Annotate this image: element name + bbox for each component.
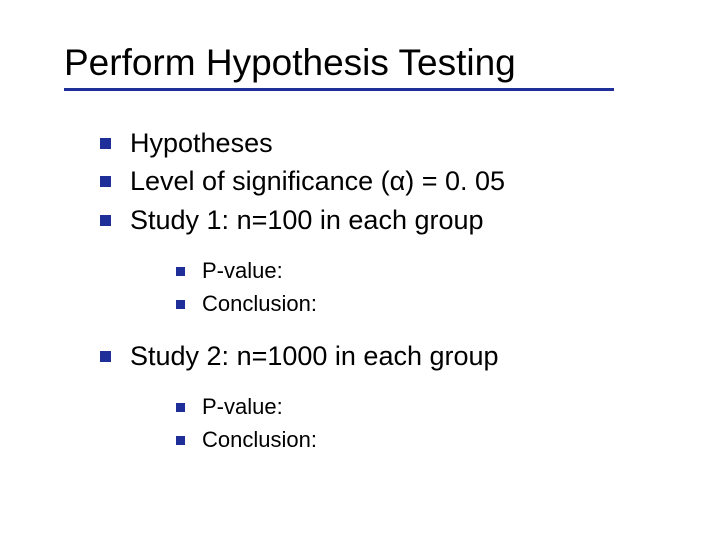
title-underline xyxy=(64,88,614,91)
list-item: P-value: xyxy=(176,256,670,287)
list-item: Study 1: n=100 in each group P-value: Co… xyxy=(100,202,670,320)
bullet-list-level2: P-value: Conclusion: xyxy=(130,392,670,456)
bullet-text: Study 2: n=1000 in each group xyxy=(130,341,499,371)
bullet-text: Level of significance (α) = 0. 05 xyxy=(130,166,505,196)
square-bullet-icon xyxy=(176,267,185,276)
bullet-text: P-value: xyxy=(202,258,283,283)
square-bullet-icon xyxy=(100,176,111,187)
list-item: Conclusion: xyxy=(176,289,670,320)
list-item: Hypotheses xyxy=(100,125,670,161)
square-bullet-icon xyxy=(100,215,111,226)
square-bullet-icon xyxy=(176,300,185,309)
bullet-list-level2: P-value: Conclusion: xyxy=(130,256,670,320)
square-bullet-icon xyxy=(100,351,111,362)
list-item: P-value: xyxy=(176,392,670,423)
slide: Perform Hypothesis Testing Hypotheses Le… xyxy=(0,0,720,540)
bullet-text: Hypotheses xyxy=(130,128,273,158)
bullet-text: Conclusion: xyxy=(202,291,317,316)
title-block: Perform Hypothesis Testing xyxy=(64,42,670,97)
bullet-list-level1: Hypotheses Level of significance (α) = 0… xyxy=(64,125,670,456)
bullet-text: P-value: xyxy=(202,394,283,419)
list-item: Level of significance (α) = 0. 05 xyxy=(100,163,670,199)
square-bullet-icon xyxy=(176,403,185,412)
list-item: Conclusion: xyxy=(176,425,670,456)
list-item: Study 2: n=1000 in each group P-value: C… xyxy=(100,338,670,456)
square-bullet-icon xyxy=(100,138,111,149)
slide-title: Perform Hypothesis Testing xyxy=(64,42,670,84)
bullet-text: Study 1: n=100 in each group xyxy=(130,205,484,235)
square-bullet-icon xyxy=(176,436,185,445)
bullet-text: Conclusion: xyxy=(202,427,317,452)
